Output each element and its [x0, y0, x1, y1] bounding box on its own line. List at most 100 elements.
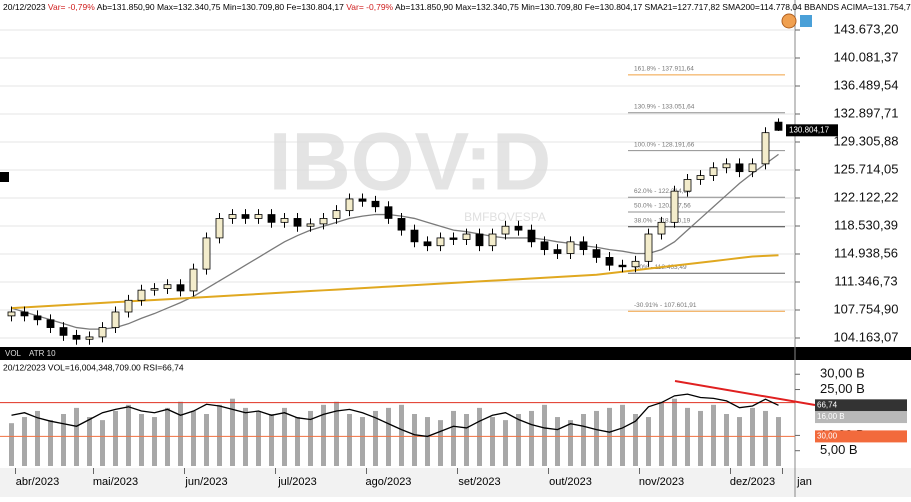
- watermark: IBOV:D: [269, 117, 551, 208]
- volume-bar: [581, 414, 586, 466]
- volume-bar: [295, 417, 300, 466]
- candle-body: [722, 163, 731, 169]
- volume-bar: [334, 401, 339, 466]
- candle-body: [774, 121, 783, 131]
- volume-bar: [659, 401, 664, 466]
- volume-bar: [347, 414, 352, 466]
- candle-body: [228, 214, 237, 219]
- volume-bar: [165, 407, 170, 466]
- candle-body: [46, 319, 55, 328]
- candle-body: [410, 229, 419, 243]
- volume-bar: [607, 407, 612, 466]
- y-tick-label: 114.938,56: [834, 245, 898, 260]
- candle-body: [163, 284, 172, 289]
- volume-bar: [360, 417, 365, 466]
- volume-bar: [243, 407, 248, 466]
- volume-bar: [386, 407, 391, 466]
- icon-s[interactable]: [781, 13, 797, 29]
- candle-body: [241, 214, 250, 219]
- volume-bar: [750, 407, 755, 466]
- candle-body: [137, 289, 146, 301]
- volume-bar: [256, 410, 261, 466]
- candle-body: [566, 241, 575, 254]
- candle-body: [150, 288, 159, 291]
- candle-body: [735, 163, 744, 173]
- header-item: Var= -0,79%: [48, 2, 95, 12]
- candle-body: [267, 214, 276, 223]
- x-tick-label: out/2023: [549, 476, 592, 488]
- volume-bar: [633, 414, 638, 466]
- fib-label: -30.91% - 107.601,91: [634, 302, 697, 309]
- volume-bar: [9, 423, 14, 466]
- candle-body: [449, 237, 458, 240]
- fib-label: 100.0% - 128.191,66: [634, 141, 695, 148]
- fib-label: 50.0% - 120.327,56: [634, 203, 691, 210]
- candle-body: [696, 175, 705, 180]
- candle-body: [514, 225, 523, 231]
- candle-body: [670, 190, 679, 223]
- y-tick-label: 107.754,90: [833, 301, 898, 316]
- candle-body: [20, 311, 29, 317]
- volume-bar: [282, 407, 287, 466]
- y-tick-label: 125.714,05: [833, 161, 898, 176]
- volume-bar: [269, 414, 274, 466]
- y-tick-label: 132.897,71: [833, 105, 898, 120]
- volume-bar: [711, 404, 716, 466]
- panel-tab: ATR 10: [29, 349, 56, 358]
- candle-body: [215, 218, 224, 239]
- volume-bar: [724, 414, 729, 466]
- fib-label: 38.0% - 118.440,19: [634, 217, 691, 224]
- volume-bar: [152, 417, 157, 466]
- volume-bar: [204, 414, 209, 466]
- volume-bar: [61, 414, 66, 466]
- expand-tab[interactable]: [0, 172, 9, 182]
- y-tick-label: 140.081,37: [833, 49, 898, 64]
- candle-body: [436, 237, 445, 247]
- volume-bar: [763, 410, 768, 466]
- volume-bar: [698, 410, 703, 466]
- volume-bar: [321, 404, 326, 466]
- volume-bar: [191, 410, 196, 466]
- y-tick-label: 25,00 B: [820, 381, 865, 396]
- candle-body: [293, 218, 302, 227]
- volume-bar: [22, 417, 27, 466]
- volume-bar: [776, 417, 781, 466]
- volume-bar: [620, 404, 625, 466]
- panel-tab: VOL: [5, 349, 22, 358]
- y-tick-label: 122.122,22: [833, 189, 898, 204]
- x-tick-label: abr/2023: [16, 476, 59, 488]
- header: 20/12/2023 Var= -0,79% Ab=131.850,90 Max…: [3, 2, 911, 12]
- x-tick-label: jun/2023: [184, 476, 227, 488]
- volume-bar: [217, 404, 222, 466]
- x-tick-label: ago/2023: [366, 476, 412, 488]
- candle-body: [475, 233, 484, 247]
- rsi-line: [11, 393, 779, 438]
- candle-body: [306, 223, 315, 227]
- candle-body: [644, 233, 653, 262]
- volume-bar: [113, 410, 118, 466]
- candle-body: [553, 249, 562, 254]
- volume-bar: [594, 410, 599, 466]
- candle-body: [202, 237, 211, 270]
- volume-bar: [477, 407, 482, 466]
- y-tick-label: 118.530,39: [834, 217, 898, 232]
- volume-bar: [87, 417, 92, 466]
- volume-bar: [646, 417, 651, 466]
- last-price-tag: [786, 124, 838, 137]
- candle-body: [345, 198, 354, 212]
- volume-bar: [503, 420, 508, 466]
- candle-body: [358, 198, 367, 202]
- volume-bar: [74, 407, 79, 466]
- icon-square[interactable]: [800, 15, 812, 27]
- candle-body: [72, 334, 81, 340]
- volume-bar: [555, 417, 560, 466]
- candle-body: [254, 214, 263, 219]
- volume-bar: [178, 401, 183, 466]
- volume-bar: [126, 404, 131, 466]
- candle-body: [280, 218, 289, 223]
- moving-average: [11, 254, 779, 310]
- candle-body: [683, 179, 692, 192]
- candle-body: [605, 257, 614, 266]
